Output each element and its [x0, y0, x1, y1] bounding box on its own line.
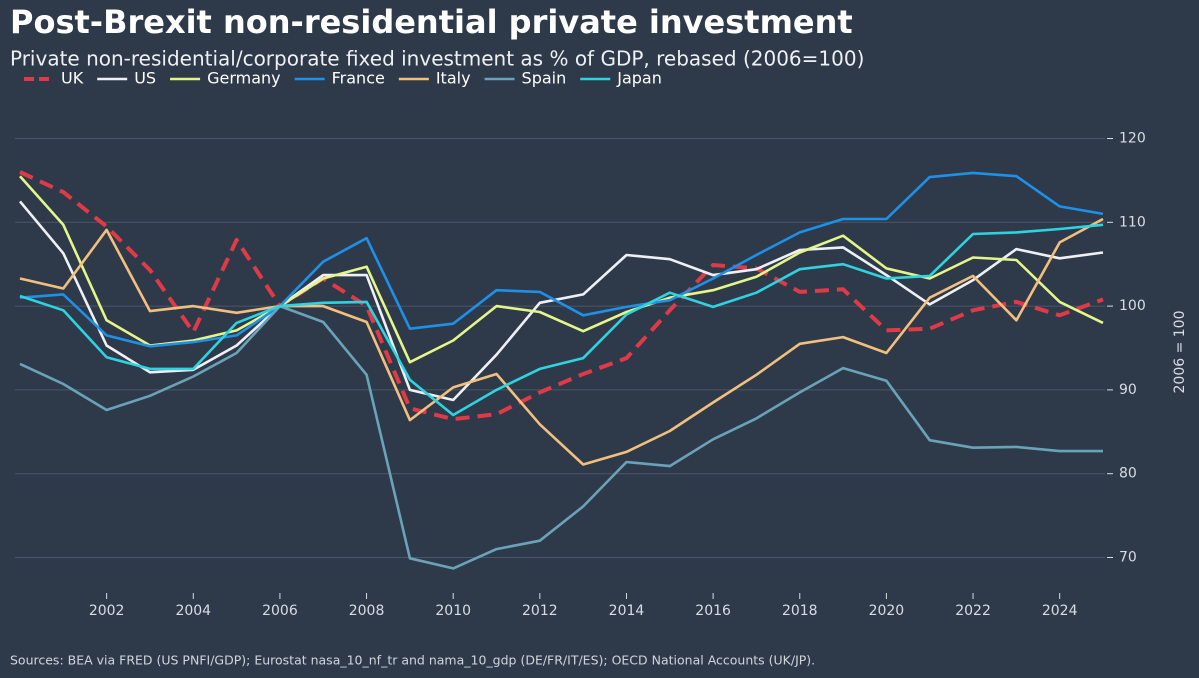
x-tick-label: 2012 [522, 603, 558, 619]
x-tick-label: 2008 [349, 603, 385, 619]
legend-label: Spain [522, 69, 567, 88]
legend-label: US [134, 69, 156, 88]
y-tick-label: 70 [1119, 549, 1137, 565]
x-tick-label: 2018 [782, 603, 818, 619]
x-tick-label: 2014 [609, 603, 645, 619]
y-tick-label: 120 [1119, 131, 1146, 147]
x-tick-label: 2006 [262, 603, 298, 619]
source-note: Sources: BEA via FRED (US PNFI/GDP); Eur… [10, 653, 815, 668]
y-tick-label: 110 [1119, 214, 1146, 230]
x-tick-label: 2024 [1042, 603, 1078, 619]
x-tick-label: 2004 [175, 603, 211, 619]
x-tick-label: 2002 [89, 603, 125, 619]
chart-title: Post-Brexit non-residential private inve… [10, 3, 853, 41]
legend-label: Germany [207, 69, 281, 88]
series-line [19, 217, 1104, 466]
legend-label: Japan [616, 69, 662, 88]
series-line [19, 170, 1104, 422]
y-tick-label: 90 [1119, 382, 1137, 398]
y-axis-label: 2006 = 100 [1172, 311, 1188, 394]
x-tick-label: 2022 [955, 603, 991, 619]
series-line [19, 200, 1104, 402]
series-line [19, 223, 1104, 417]
y-tick-label: 80 [1119, 466, 1137, 482]
series-line [19, 304, 1103, 570]
series-line [19, 171, 1104, 348]
chart-subtitle: Private non-residential/corporate fixed … [10, 47, 864, 71]
x-tick-label: 2010 [435, 603, 471, 619]
x-tick-label: 2016 [695, 603, 731, 619]
legend-label: Italy [436, 69, 471, 88]
x-tick-label: 2020 [869, 603, 905, 619]
legend-label: France [332, 69, 385, 88]
y-tick-label: 100 [1119, 298, 1146, 314]
legend-label: UK [61, 69, 84, 88]
